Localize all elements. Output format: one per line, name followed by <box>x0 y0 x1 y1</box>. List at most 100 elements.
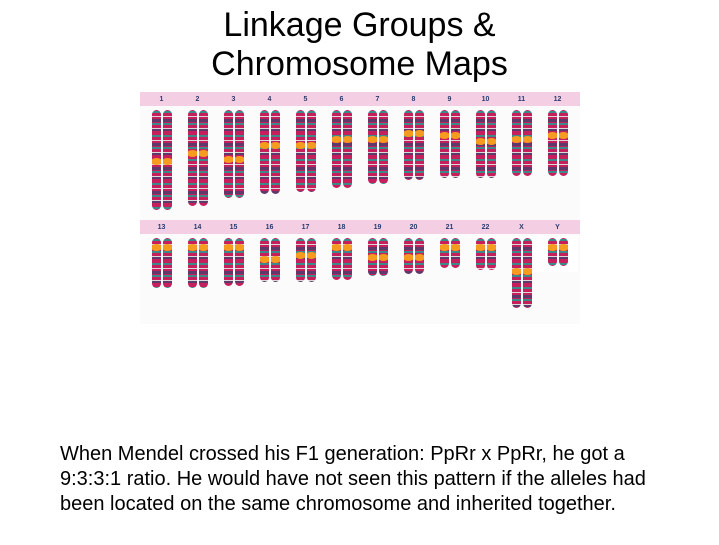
chromosome <box>332 238 341 280</box>
centromere <box>415 254 424 261</box>
chromosome-number-label: 13 <box>144 224 180 231</box>
chromosome-number-label: 2 <box>180 96 216 103</box>
chromosome-pair <box>360 238 396 276</box>
centromere <box>163 244 172 251</box>
centromere <box>368 136 377 143</box>
centromere <box>512 268 521 275</box>
chromosome-number-label: 16 <box>252 224 288 231</box>
centromere <box>559 244 568 251</box>
centromere <box>440 244 449 251</box>
chromosome <box>379 110 388 184</box>
slide: Linkage Groups & Chromosome Maps 1234567… <box>0 6 719 545</box>
chromosome <box>307 110 316 192</box>
title-line-2: Chromosome Maps <box>211 45 508 83</box>
centromere <box>296 142 305 149</box>
chromosome-pair <box>144 110 180 210</box>
chromosome <box>512 110 521 176</box>
chromosome-pair <box>216 110 252 198</box>
chromosome-pair <box>144 238 180 288</box>
centromere <box>332 244 341 251</box>
chromosome <box>415 110 424 180</box>
chromosome-pair <box>468 238 504 270</box>
centromere <box>199 244 208 251</box>
chromosome <box>163 238 172 288</box>
chromosome <box>307 238 316 282</box>
chromosome-pair <box>432 238 468 268</box>
chromosome <box>271 110 280 194</box>
centromere <box>451 244 460 251</box>
chromosome <box>188 110 197 206</box>
centromere <box>235 244 244 251</box>
chromosome-pair <box>288 238 324 282</box>
centromere <box>152 158 161 165</box>
chromosome-header-row-1: 123456789101112 <box>140 92 580 106</box>
chromosome-number-label: 18 <box>324 224 360 231</box>
chromosome-number-label: 17 <box>288 224 324 231</box>
chromosome <box>163 110 172 210</box>
chromosome-pair <box>432 110 468 178</box>
chromosome <box>296 110 305 192</box>
centromere <box>332 136 341 143</box>
centromere <box>235 156 244 163</box>
centromere <box>343 136 352 143</box>
chromosome <box>343 110 352 188</box>
chromosome <box>451 110 460 178</box>
centromere <box>379 254 388 261</box>
chromosome-number-label: 4 <box>252 96 288 103</box>
chromosome <box>271 238 280 282</box>
centromere <box>404 130 413 137</box>
chromosome <box>332 110 341 188</box>
chromosome <box>523 110 532 176</box>
chromosome <box>440 110 449 178</box>
centromere <box>224 244 233 251</box>
chromosome-number-label: X <box>504 224 540 231</box>
centromere <box>188 150 197 157</box>
centromere <box>379 136 388 143</box>
chromosome-number-label: Y <box>540 224 576 231</box>
centromere <box>415 130 424 137</box>
centromere <box>476 138 485 145</box>
chromosome-number-label: 19 <box>360 224 396 231</box>
chromosome <box>440 238 449 268</box>
centromere <box>548 132 557 139</box>
chromosome-pair <box>396 238 432 274</box>
chromosome <box>260 238 269 282</box>
chromosome-number-label: 20 <box>396 224 432 231</box>
chromosome <box>152 238 161 288</box>
chromosome-number-label: 21 <box>432 224 468 231</box>
centromere <box>260 256 269 263</box>
chromosome <box>523 238 532 308</box>
chromosome <box>548 238 557 266</box>
centromere <box>199 150 208 157</box>
centromere <box>163 158 172 165</box>
centromere <box>224 156 233 163</box>
slide-title: Linkage Groups & Chromosome Maps <box>0 6 719 84</box>
chromosome-header-row-2: 13141516171819202122XY <box>140 220 580 234</box>
chromosome <box>224 238 233 286</box>
chromosome-row-1 <box>140 106 580 220</box>
chromosome <box>199 110 208 206</box>
centromere <box>487 244 496 251</box>
chromosome-pair <box>540 110 576 176</box>
chromosome-pair <box>468 110 504 178</box>
chromosome <box>404 110 413 180</box>
chromosome-pair <box>324 238 360 280</box>
centromere <box>487 138 496 145</box>
centromere <box>307 252 316 259</box>
chromosome <box>476 238 485 270</box>
chromosome <box>368 238 377 276</box>
chromosome-pair <box>504 110 540 176</box>
chromosome <box>188 238 197 288</box>
chromosome <box>296 238 305 282</box>
chromosome-number-label: 1 <box>144 96 180 103</box>
centromere <box>476 244 485 251</box>
chromosome <box>487 238 496 270</box>
chromosome-pair <box>180 238 216 288</box>
chromosome-pair <box>216 238 252 286</box>
chromosome-pair <box>396 110 432 180</box>
centromere <box>152 244 161 251</box>
title-line-1: Linkage Groups & <box>223 6 495 44</box>
centromere <box>548 244 557 251</box>
chromosome <box>199 238 208 288</box>
chromosome-number-label: 10 <box>468 96 504 103</box>
